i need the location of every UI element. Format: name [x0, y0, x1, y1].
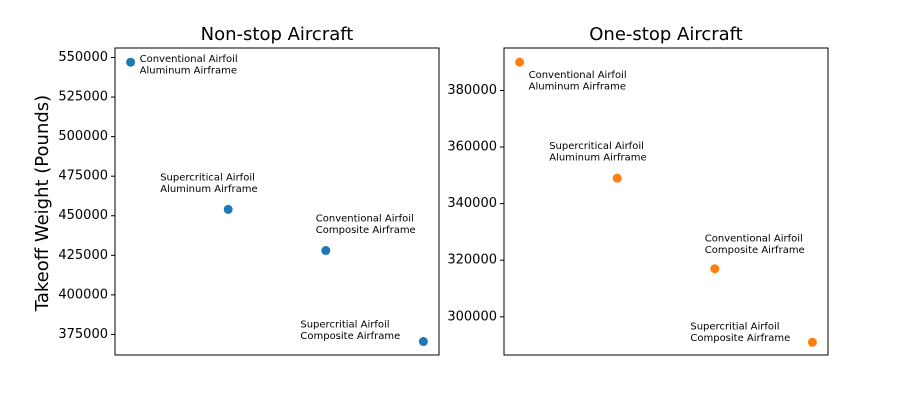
point-annotation-nonstop: Conventional Airfoil Aluminum Airframe	[140, 54, 238, 76]
point-annotation-onestop: Supercritial Airfoil Composite Airframe	[690, 321, 790, 344]
y-tick-label-nonstop: 475000	[58, 169, 108, 184]
point-annotation-nonstop: Supercritical Airfoil Aluminum Airframe	[160, 172, 257, 195]
y-tick-label-nonstop: 525000	[58, 90, 108, 105]
point-annotation-onestop: Conventional Airfoil Aluminum Airframe	[529, 70, 627, 93]
chart-title-nonstop: Non-stop Aircraft	[201, 24, 354, 45]
point-annotation-nonstop: Supercritial Airfoil Composite Airframe	[300, 320, 400, 343]
y-tick-label-nonstop: 400000	[58, 287, 108, 302]
data-point-nonstop	[126, 57, 136, 67]
chart-title-onestop: One-stop Aircraft	[589, 24, 742, 45]
plot-frame-nonstop	[114, 47, 440, 356]
y-axis-label: Takeoff Weight (Pounds)	[32, 95, 53, 312]
axes-onestop: 300000 320000 340000 360000 380000 Convention…	[447, 47, 829, 356]
point-annotation-onestop: Supercritical Airfoil Aluminum Airframe	[549, 141, 646, 164]
y-tick-label-onestop: 320000	[447, 253, 497, 268]
y-tick-label-nonstop: 425000	[58, 248, 108, 263]
chart-onestop: One-stop Aircraft 300000 320000 340000 3600…	[447, 24, 829, 356]
data-point-onestop	[807, 337, 817, 347]
data-point-onestop	[710, 264, 720, 274]
point-annotation-onestop: Conventional Airfoil Composite Airframe	[705, 234, 805, 256]
plot-frame-onestop	[503, 47, 829, 356]
axes-nonstop: 375000 400000 425000 450000 475000 500000 5250…	[58, 47, 440, 356]
data-point-nonstop	[223, 204, 233, 214]
data-point-nonstop	[321, 246, 331, 256]
y-tick-label-onestop: 380000	[447, 83, 497, 98]
data-point-nonstop	[418, 337, 428, 347]
point-annotation-nonstop: Conventional Airfoil Composite Airframe	[316, 214, 416, 237]
y-tick-label-nonstop: 450000	[58, 208, 108, 223]
y-tick-label-nonstop: 550000	[58, 50, 108, 65]
y-tick-label-nonstop: 500000	[58, 129, 108, 144]
y-tick-label-onestop: 340000	[447, 196, 497, 211]
chart-nonstop: Non-stop Aircraft 375000 400000 425000 4500…	[58, 24, 440, 356]
data-point-onestop	[612, 173, 622, 183]
y-tick-label-onestop: 360000	[447, 140, 497, 155]
data-point-onestop	[515, 57, 525, 67]
y-tick-label-onestop: 300000	[447, 309, 497, 324]
y-tick-label-nonstop: 375000	[58, 327, 108, 342]
